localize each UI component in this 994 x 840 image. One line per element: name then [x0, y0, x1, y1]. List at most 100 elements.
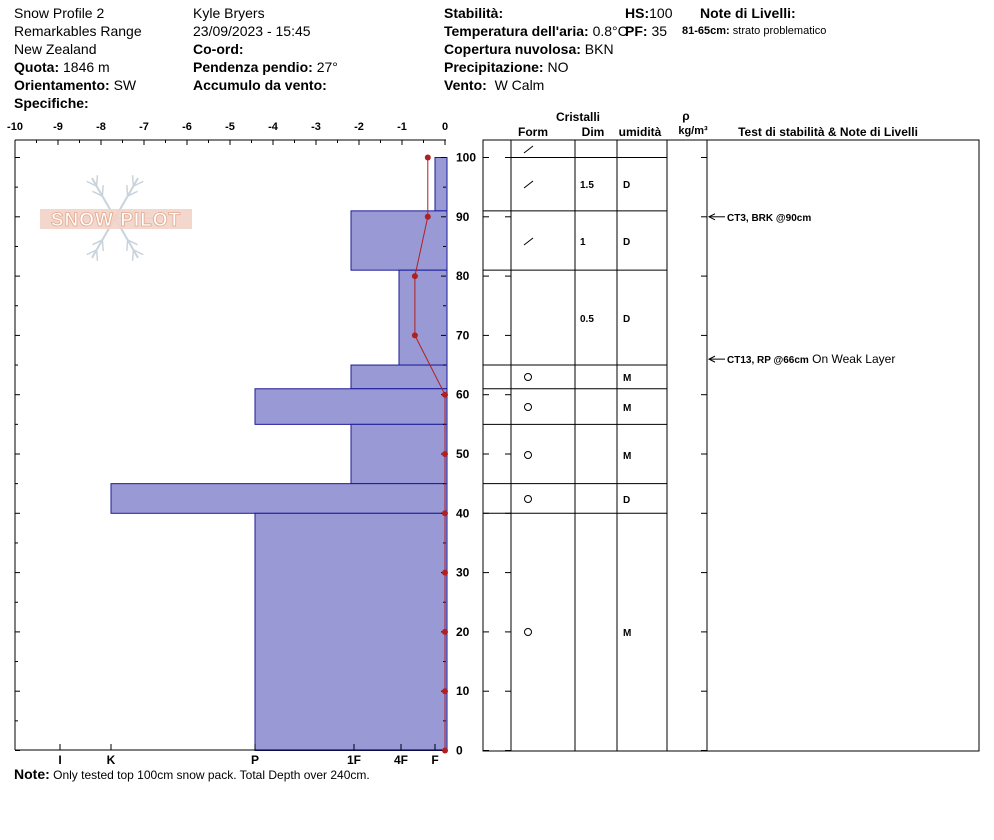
foot-penetration: PF: 35	[625, 22, 667, 40]
temperature-point	[411, 332, 418, 339]
size-header: Dim	[582, 125, 605, 139]
precipitation: Precipitazione: NO	[444, 58, 568, 76]
snowflake-branch	[101, 185, 104, 197]
snowflake-branch	[127, 190, 138, 197]
temperature-profile	[411, 154, 448, 754]
hardness-layer	[110, 483, 448, 514]
hardness-tick-label: K	[107, 753, 116, 767]
observer: Kyle Bryers	[193, 5, 265, 21]
moisture-value: M	[623, 373, 631, 384]
height-tick-label: 0	[456, 744, 463, 758]
specifics-label: Specifiche:	[14, 95, 89, 111]
height-tick-label: 80	[456, 269, 470, 283]
layer-note: 81-65cm: strato problematico	[682, 22, 826, 40]
temperature-point	[442, 688, 448, 695]
rounded-grain-icon	[524, 495, 532, 503]
crystal-size: 1.5	[580, 180, 594, 191]
moisture-header: umidità	[619, 125, 662, 139]
temperature-point	[411, 273, 418, 280]
moisture-value: M	[623, 403, 631, 414]
watermark-text: SNOW PILOT	[51, 210, 181, 231]
moisture-value: D	[623, 495, 630, 506]
cloud-cover: Copertura nuvolosa: BKN	[444, 40, 614, 58]
snowflake-branch	[127, 239, 138, 246]
temperature-point	[442, 747, 448, 754]
pf-label: PF:	[625, 23, 648, 39]
temp-tick-label: -7	[139, 121, 149, 133]
temperature-point	[442, 569, 448, 576]
hardness-tick-label: I	[58, 753, 61, 767]
density-unit-header: kg/m³	[678, 125, 708, 137]
temperature-point	[424, 154, 431, 161]
height-tick-label: 50	[456, 447, 470, 461]
test-label: CT3, BRK @90cm	[727, 213, 811, 224]
temp-tick-label: -2	[354, 121, 364, 133]
hs-label: HS:	[625, 5, 650, 21]
snowflake-branch	[101, 239, 104, 251]
snowflake-branch	[86, 249, 97, 256]
elevation: Quota: 1846 m	[14, 58, 110, 76]
height-tick-label: 100	[456, 151, 476, 165]
pf-value: 35	[651, 23, 668, 39]
precip-particle-icon	[523, 145, 534, 154]
snowflake-branch	[131, 249, 135, 261]
crystal-size: 1	[580, 237, 586, 248]
density-rho-header: ρ	[682, 109, 689, 123]
hardness-tick-label: P	[251, 753, 259, 767]
aspect-value: SW	[113, 77, 137, 93]
test-result: CT13, RP @66cm	[727, 355, 809, 366]
crystals-header: Cristalli	[556, 110, 600, 124]
precip-particle-icon	[523, 180, 534, 189]
temp-tick-label: -1	[397, 121, 407, 133]
temp-tick-label: -3	[311, 121, 321, 133]
form-header: Form	[518, 125, 548, 139]
hardness-layer	[350, 210, 448, 271]
profile-name: Snow Profile 2	[14, 5, 105, 21]
height-tick-label: 40	[456, 506, 470, 520]
snowflake-branch	[86, 180, 97, 187]
hs-value: 100	[649, 5, 673, 21]
note: Note: Only tested top 100cm snow pack. T…	[14, 766, 370, 782]
datetime: 23/09/2023 - 15:45	[193, 23, 311, 39]
hardness-bars	[110, 157, 448, 751]
note-text: Only tested top 100cm snow pack. Total D…	[53, 768, 370, 782]
temperature-point	[442, 391, 448, 398]
stability-tests: CT3, BRK @90cm CT13, RP @66cm On Weak Lay…	[707, 213, 895, 366]
rounded-grain-icon	[524, 373, 532, 381]
hardness-tick-label: F	[431, 753, 438, 767]
snowflake-branch	[133, 180, 144, 187]
slope: Pendenza pendio: 27°	[193, 58, 338, 76]
slope-label: Pendenza pendio:	[193, 59, 313, 75]
air-temp: Temperatura dell'aria: 0.8°C	[444, 22, 628, 40]
height-tick-label: 90	[456, 210, 470, 224]
moisture-value: D	[623, 180, 630, 191]
height-tick-label: 60	[456, 388, 470, 402]
stability-tests-header: Test di stabilità & Note di Livelli	[738, 125, 918, 139]
air-temp-label: Temperatura dell'aria:	[444, 23, 589, 39]
hardness-layer	[350, 364, 448, 390]
temp-tick-label: -5	[225, 121, 235, 133]
precip-value: NO	[547, 59, 569, 75]
test-label: CT13, RP @66cm On Weak Layer	[727, 352, 895, 366]
wind-value: W Calm	[494, 77, 545, 93]
aspect-label: Orientamento:	[14, 77, 110, 93]
slope-value: 27°	[316, 59, 338, 75]
hardness-layer	[398, 269, 448, 366]
precip-particle-icon	[523, 237, 534, 246]
location: Remarkables Range	[14, 23, 142, 39]
temp-tick-label: -10	[7, 121, 23, 133]
snowflake-branch	[95, 249, 99, 261]
test-pointer-arrow	[707, 355, 716, 363]
height-tick-label: 30	[456, 566, 470, 580]
chart-axes: -10 -9 -8 -7 -6 -5 -4 -3 -2 -1 0100908070605040302…	[7, 121, 476, 767]
country: New Zealand	[14, 41, 97, 57]
elevation-label: Quota:	[14, 59, 60, 75]
snowflake-branch	[131, 175, 135, 187]
hardness-layer	[254, 388, 448, 425]
temp-tick-label: -9	[53, 121, 63, 133]
temperature-point	[442, 451, 448, 457]
layer-table: Cristalli Form Dim umidità ρ kg/m³ Test di sta…	[482, 109, 980, 752]
temperature-point	[442, 510, 448, 517]
precip-label: Precipitazione:	[444, 59, 544, 75]
